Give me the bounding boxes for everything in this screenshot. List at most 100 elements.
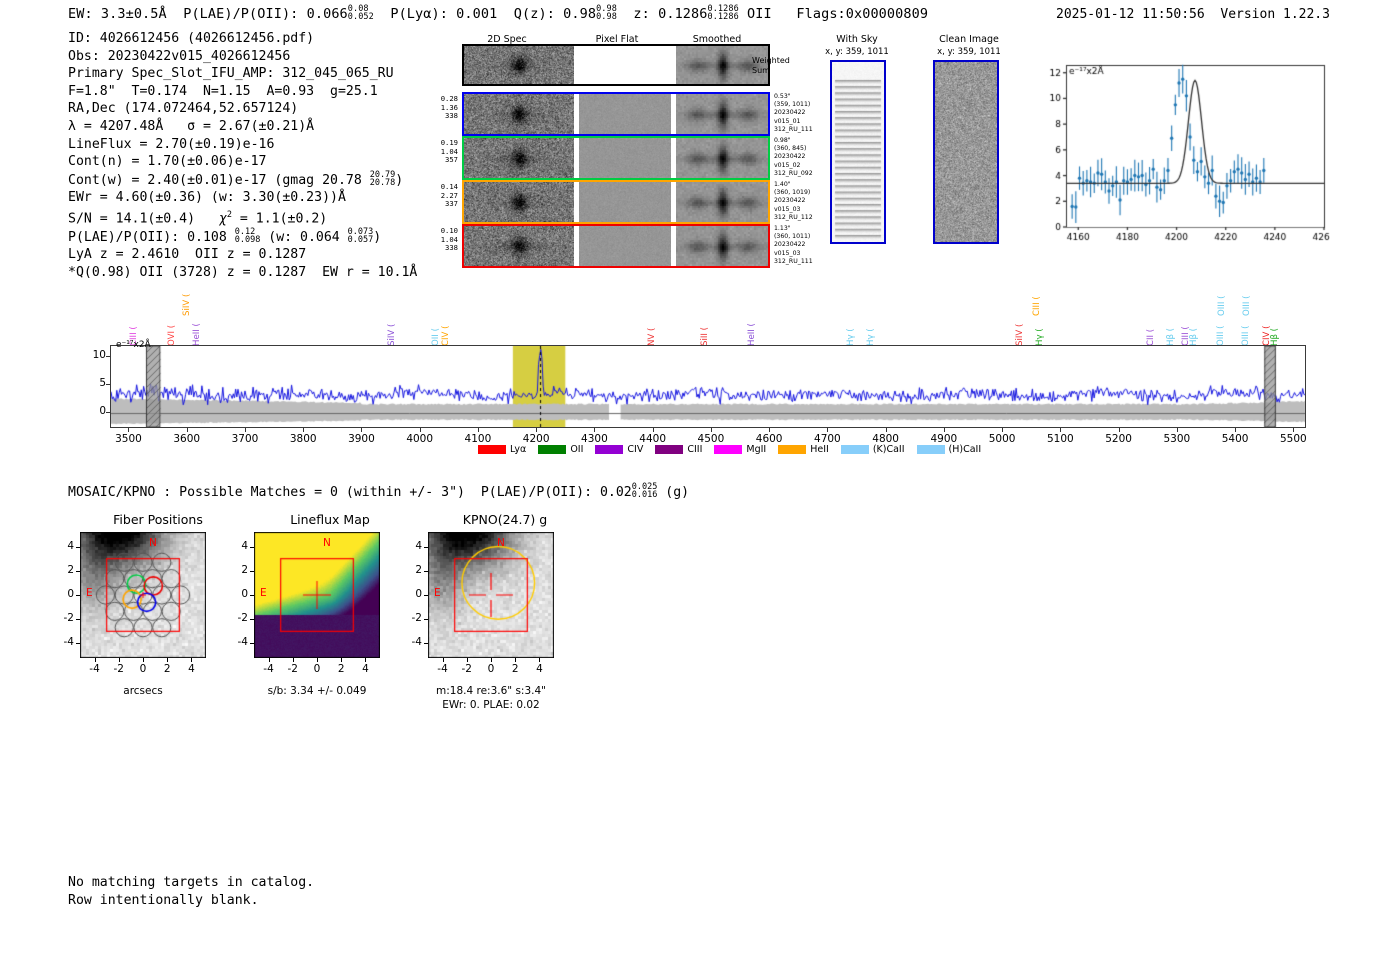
pixel-flat-image	[579, 182, 671, 222]
panel-x-tick: -4	[263, 663, 274, 675]
info-ewr: EWr = 4.60(±0.36) (w: 3.30(±0.23))Å	[68, 190, 346, 206]
panel-y-tickmark	[76, 595, 80, 596]
legend-label: MgII	[746, 444, 767, 455]
spec2d-row	[462, 180, 770, 224]
panel-x-tickmark	[442, 658, 444, 662]
spectrum-x-tickmark	[1293, 428, 1295, 432]
col-title-pixelflat: Pixel Flat	[595, 34, 639, 45]
emission-line-label: HeII (	[192, 323, 203, 346]
spectrum-x-tick: 4300	[581, 433, 608, 445]
spec2d-row	[462, 44, 770, 86]
legend-label: (K)CaII	[872, 444, 905, 455]
legend-item: CIII	[655, 444, 702, 455]
spec2d-row-right-label: 1.13" (360, 1011) 20230422 v015_03 312_R…	[774, 225, 813, 265]
legend-swatch	[840, 445, 869, 454]
compass-east: E	[434, 587, 441, 599]
spectrum-x-tick: 5400	[1221, 433, 1249, 445]
panel-y-tick: 2	[415, 563, 422, 576]
info-q-classification: *Q(0.98) OII (3728) z = 0.1287 EW r = 10…	[68, 264, 418, 280]
lineflux-map-image	[254, 532, 380, 658]
spec2d-row-right-label: 0.53" (359, 1011) 20230422 v015_01 312_R…	[774, 93, 813, 133]
spec2d-image	[464, 94, 574, 134]
spectrum-x-tickmark	[1002, 428, 1004, 432]
flags: Flags:0x00000809	[796, 5, 929, 22]
info-cont-w: Cont(w) = 2.40(±0.01)e-17 (gmag 20.78 20…	[68, 169, 404, 188]
legend-label: OII	[570, 444, 584, 455]
spectrum-x-tick: 4100	[464, 433, 492, 445]
cutout-title-with-sky: With Sky	[836, 34, 878, 45]
spectrum-x-tickmark	[1118, 428, 1120, 432]
legend-swatch	[778, 445, 807, 454]
kpno-image	[428, 532, 554, 658]
spectrum-x-tickmark	[1060, 428, 1062, 432]
emission-line-label: CIV (	[440, 325, 451, 347]
spectrum-x-tickmark	[186, 428, 188, 432]
info-radec: RA,Dec (174.072464,52.657124)	[68, 101, 299, 117]
spec2d-row-left-label: 0.19 1.04 357	[440, 138, 458, 165]
pixel-flat-image	[579, 226, 671, 266]
fiber-positions-image	[80, 532, 206, 658]
panel-x-tickmark	[268, 658, 270, 662]
spectrum-y-tickmark	[106, 384, 110, 386]
panel-x-tick: 0	[487, 663, 495, 675]
panel-y-tickmark	[76, 546, 80, 548]
plae-value: 0.066	[306, 5, 348, 22]
spectrum-x-tickmark	[710, 428, 712, 432]
spectrum-x-tickmark	[652, 428, 654, 432]
panel-x-tickmark	[341, 658, 343, 662]
panel-x-tickmark	[466, 658, 468, 662]
spectrum-x-tick: 3500	[115, 433, 142, 445]
info-cont-n: Cont(n) = 1.70(±0.06)e-17	[68, 154, 267, 170]
emission-line-label: CIII (	[1032, 296, 1043, 316]
plae-label: P(LAE)/P(OII):	[183, 5, 307, 22]
spectrum-x-tickmark	[1235, 428, 1237, 432]
summary-header: EW: 3.3±0.5Å P(LAE)/P(OII): 0.066 0.08 0.0…	[68, 5, 928, 22]
spec2d-row	[462, 224, 770, 268]
timestamp: 2025-01-12 11:50:56	[1056, 7, 1205, 22]
col-title-smoothed: Smoothed	[692, 34, 742, 45]
plya-value: 0.001	[456, 5, 498, 22]
panel-y-tickmark	[424, 570, 428, 572]
spectrum-x-tickmark	[303, 428, 305, 432]
legend-item: OII	[538, 444, 583, 455]
panel-caption-kpno-2: EWr: 0. PLAE: 0.02	[442, 699, 540, 711]
spectrum-x-tick: 4000	[406, 433, 434, 445]
panel-y-tickmark	[76, 643, 80, 645]
info-seeing: F=1.8" T=0.174 N=1.15 A=0.93 g=25.1	[68, 83, 378, 99]
panel-x-tick: -4	[437, 663, 448, 675]
pixel-flat-image	[579, 46, 671, 84]
panel-x-tick: -2	[113, 663, 124, 675]
panel-y-tick: 4	[415, 539, 422, 552]
panel-y-tick: 4	[241, 539, 248, 552]
panel-x-tickmark	[167, 658, 169, 662]
panel-y-tickmark	[424, 643, 428, 645]
spectrum-x-tick: 5200	[1105, 433, 1132, 445]
panel-y-tick: -4	[63, 636, 74, 649]
ew-label: EW:	[68, 5, 101, 22]
detection-info-block: ID: 4026612456 (4026612456.pdf) Obs: 202…	[68, 30, 417, 281]
panel-y-tick: 4	[67, 539, 74, 552]
legend-label: HeII	[810, 444, 829, 455]
spectrum-x-tickmark	[536, 428, 538, 432]
cutout-sub-with-sky: x, y: 359, 1011	[825, 47, 889, 57]
cutout-sub-clean-image: x, y: 359, 1011	[937, 47, 1001, 57]
legend-swatch	[714, 445, 743, 454]
emission-line-label: Hβ (	[1189, 327, 1200, 346]
panel-y-tickmark	[250, 643, 254, 645]
spectrum-x-tick: 3900	[348, 433, 375, 445]
spec2d-row-left-label: 0.14 2.27 337	[440, 182, 458, 209]
z-label: z:	[633, 5, 659, 22]
weighted-sum-label: Weighted Sum	[752, 56, 790, 75]
panel-y-tick: 2	[67, 563, 74, 576]
spectrum-x-tick: 4400	[639, 433, 667, 445]
panel-x-tick: 4	[536, 663, 543, 675]
legend-item: (H)CaII	[916, 444, 981, 455]
z-species: OII	[747, 5, 772, 22]
panel-x-tick: -2	[461, 663, 472, 675]
pixel-flat-image	[579, 138, 671, 178]
spectrum-y-tickmark	[106, 412, 110, 414]
panel-x-tickmark	[539, 658, 541, 662]
compass-north: N	[149, 537, 157, 549]
spectrum-y-tick: 0	[99, 405, 106, 418]
spec2d-image	[464, 46, 574, 84]
